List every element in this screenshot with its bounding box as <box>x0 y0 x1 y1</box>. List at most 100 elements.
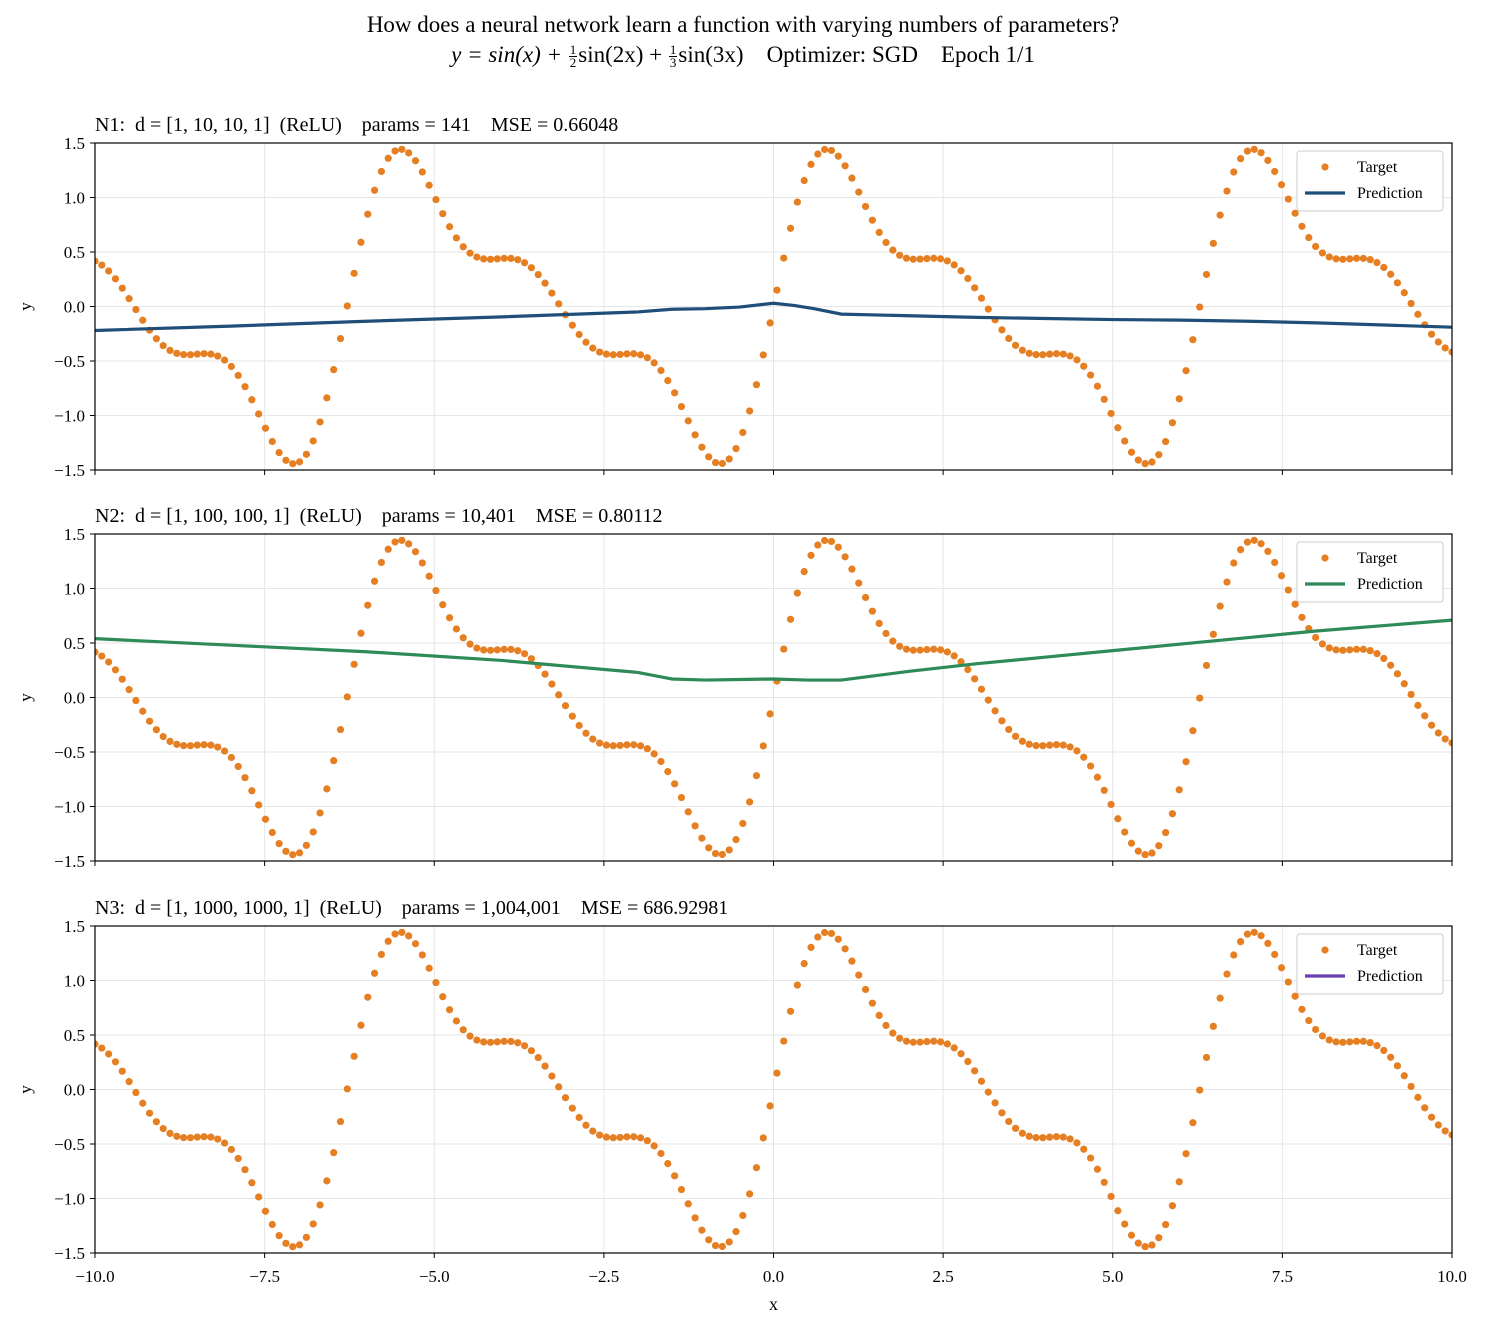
target-point <box>1298 1005 1306 1013</box>
target-point <box>1441 1127 1449 1135</box>
target-point <box>186 351 195 359</box>
target-point <box>971 1067 979 1075</box>
target-point <box>602 741 611 749</box>
y-tick-label: 0.0 <box>64 298 85 317</box>
target-point <box>391 538 399 546</box>
target-point <box>1032 742 1040 750</box>
target-point <box>746 798 754 806</box>
target-point <box>1141 460 1149 468</box>
y-axis-label: y <box>16 302 35 311</box>
target-point <box>1448 348 1452 356</box>
target-point <box>377 558 385 567</box>
target-point <box>357 238 365 246</box>
target-series <box>95 928 1452 1251</box>
target-point <box>555 300 563 308</box>
target-point <box>1339 646 1347 654</box>
target-point <box>1168 810 1177 818</box>
target-point <box>643 1137 651 1145</box>
target-point <box>132 305 140 314</box>
target-point <box>848 565 856 573</box>
target-point <box>636 1134 645 1142</box>
target-point <box>234 371 242 380</box>
target-point <box>343 693 351 701</box>
target-point <box>800 176 808 185</box>
target-point <box>1380 263 1388 272</box>
target-point <box>684 417 692 425</box>
target-point <box>732 445 740 453</box>
target-point <box>1393 279 1402 287</box>
target-point <box>1189 1119 1197 1127</box>
target-point <box>480 255 488 263</box>
target-point <box>582 1121 590 1129</box>
target-point <box>1325 253 1333 261</box>
chart-suptitle: How does a neural network learn a functi… <box>366 12 1120 37</box>
target-point <box>1005 725 1013 734</box>
target-point <box>793 198 801 206</box>
target-point <box>295 849 304 857</box>
target-point <box>473 1036 481 1044</box>
target-point <box>139 316 147 324</box>
target-point <box>759 742 767 750</box>
target-point <box>1059 1133 1067 1141</box>
target-point <box>1393 1062 1402 1070</box>
target-point <box>1298 613 1306 621</box>
target-point <box>718 459 726 468</box>
target-point <box>1373 259 1381 267</box>
target-point <box>746 407 754 415</box>
target-point <box>118 1067 126 1075</box>
target-point <box>705 453 713 461</box>
target-point <box>411 157 420 165</box>
target-point <box>1237 155 1245 163</box>
target-point <box>1325 1036 1333 1044</box>
target-point <box>282 456 290 464</box>
target-point <box>336 1117 345 1126</box>
target-point <box>125 295 133 303</box>
target-point <box>1039 742 1047 750</box>
target-point <box>255 1193 263 1201</box>
target-point <box>1414 701 1422 709</box>
target-point <box>186 1134 195 1142</box>
target-point <box>139 1099 147 1107</box>
target-point <box>548 289 556 297</box>
target-point <box>1407 299 1415 308</box>
target-point <box>1107 1192 1115 1201</box>
target-point <box>384 545 392 553</box>
target-point <box>261 1207 270 1215</box>
target-point <box>480 646 488 654</box>
y-tick-label: −1.0 <box>54 798 85 817</box>
target-point <box>923 1037 931 1046</box>
target-point <box>220 1139 229 1147</box>
target-point <box>827 537 836 546</box>
target-point <box>1114 815 1122 823</box>
target-point <box>636 742 645 750</box>
target-point <box>364 993 372 1001</box>
target-point <box>1148 1241 1156 1249</box>
target-point <box>200 741 208 749</box>
target-point <box>1230 951 1238 959</box>
target-point <box>739 1211 747 1220</box>
target-point <box>1427 721 1436 729</box>
x-tick-label: 0.0 <box>763 1267 784 1286</box>
target-point <box>1080 753 1088 761</box>
target-point <box>1277 181 1286 189</box>
target-point <box>800 567 808 576</box>
target-point <box>998 717 1006 725</box>
target-point <box>95 1040 99 1048</box>
target-point <box>173 349 181 357</box>
target-point <box>248 396 256 404</box>
target-point <box>1284 586 1292 594</box>
target-point <box>1393 670 1402 678</box>
target-point <box>445 1006 454 1014</box>
target-point <box>343 302 351 310</box>
target-point <box>868 607 876 615</box>
target-point <box>902 254 911 262</box>
target-point <box>1046 741 1054 749</box>
target-point <box>664 768 672 776</box>
x-tick-label: 10.0 <box>1437 1267 1467 1286</box>
target-point <box>868 999 876 1007</box>
target-point <box>1134 1239 1142 1247</box>
target-point <box>452 234 461 242</box>
target-point <box>316 1201 324 1209</box>
target-point <box>1052 350 1061 358</box>
